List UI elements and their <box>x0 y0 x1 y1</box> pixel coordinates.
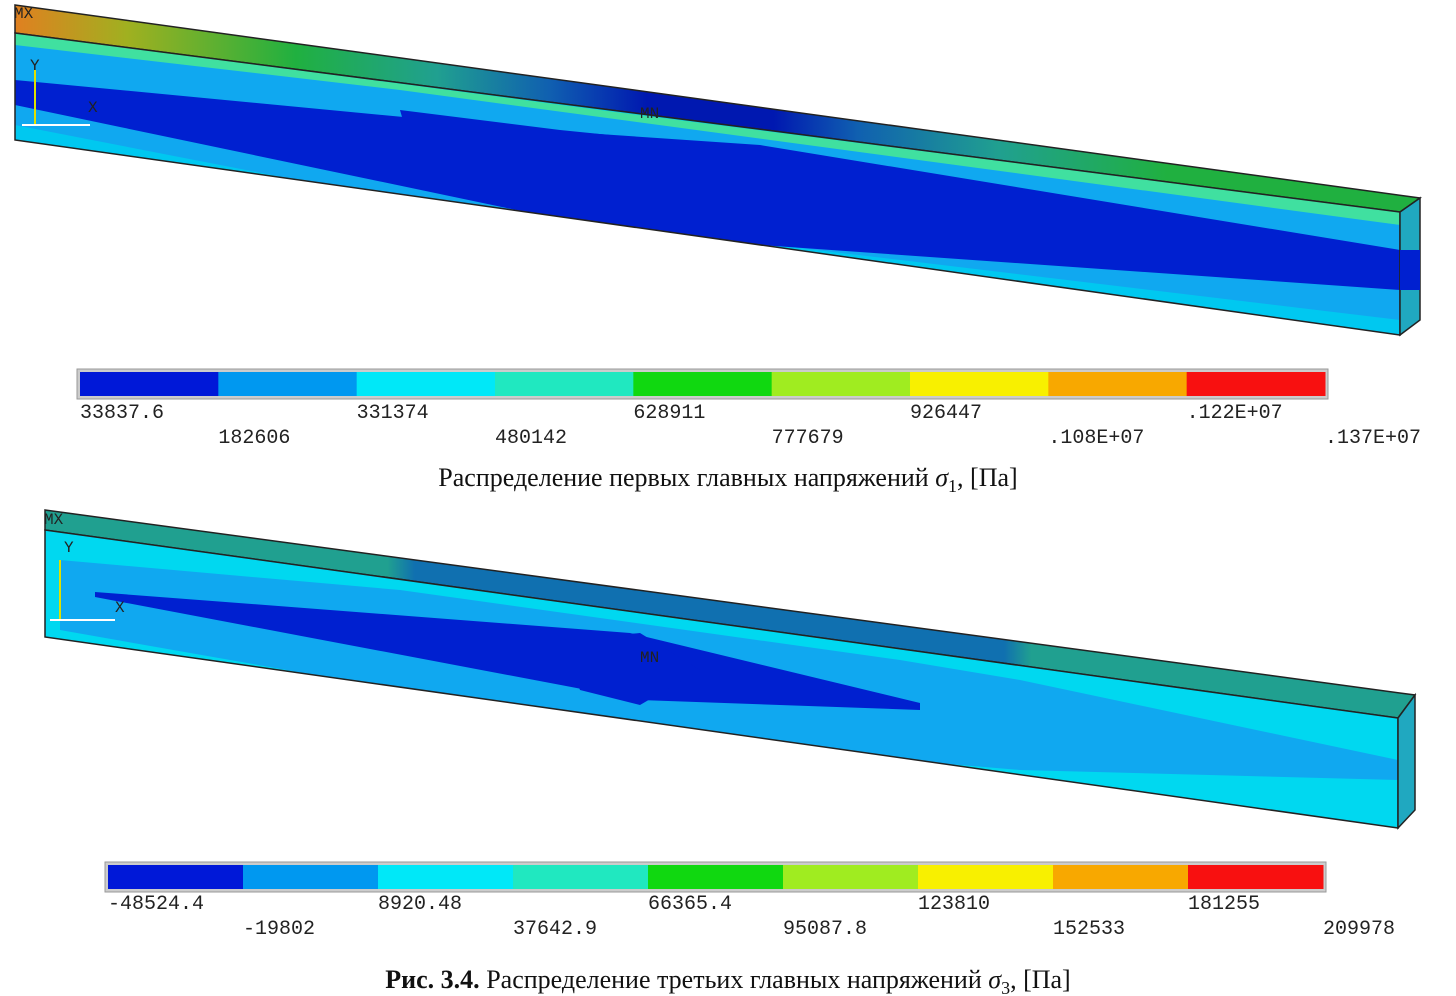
caption-prefix: Рис. 3.4. <box>385 965 479 994</box>
caption-1: Распределение первых главных напряжений … <box>438 463 1017 496</box>
colorbar-swatch <box>243 865 379 889</box>
colorbar-swatch <box>771 372 911 396</box>
colorbar-label: 37642.9 <box>513 918 597 941</box>
colorbar-label: 926447 <box>910 402 982 425</box>
colorbar-swatch <box>633 372 773 396</box>
caption-2: Рис. 3.4. Распределение третьих главных … <box>385 965 1070 996</box>
colorbar-label: -19802 <box>243 918 315 941</box>
colorbar-label: 209978 <box>1323 918 1395 941</box>
colorbar-label: 152533 <box>1053 918 1125 941</box>
colorbar-swatch <box>1188 865 1324 889</box>
caption-suffix: , [Па] <box>957 463 1018 492</box>
colorbar-swatch <box>1053 865 1189 889</box>
colorbar-swatch <box>495 372 634 396</box>
colorbar-label: .108E+07 <box>1048 427 1144 450</box>
max-marker: MX <box>44 511 64 529</box>
colorbar-swatch <box>513 865 649 889</box>
axis-label-x: X <box>88 99 98 117</box>
caption-symbol: σ <box>988 965 1002 994</box>
colorbar-swatch <box>783 865 919 889</box>
min-marker: MN <box>640 105 659 123</box>
colorbar-swatch <box>80 372 219 396</box>
max-marker: MX <box>14 5 34 23</box>
colorbar-label: .122E+07 <box>1187 402 1283 425</box>
caption-symbol: σ <box>935 463 949 492</box>
colorbar-label: 182606 <box>218 427 290 450</box>
colorbar-swatch <box>918 865 1054 889</box>
caption-subscript: 3 <box>1001 978 1010 996</box>
colorbar-label: 628911 <box>633 402 705 425</box>
colorbar-label: 777679 <box>772 427 844 450</box>
caption-text: Распределение первых главных напряжений <box>438 463 935 492</box>
axis-label-x: X <box>115 599 125 617</box>
axis-label-y: Y <box>64 539 74 557</box>
colorbar-label: .137E+07 <box>1325 427 1421 450</box>
colorbar-swatch <box>108 865 244 889</box>
colorbar-label: 181255 <box>1188 893 1260 916</box>
caption-subscript: 1 <box>948 476 957 496</box>
beam-1 <box>14 4 1422 337</box>
colorbar-label: 8920.48 <box>378 893 462 916</box>
colorbar-swatch <box>648 865 784 889</box>
caption-text: Распределение третьих главных напряжений <box>480 965 989 994</box>
colorbar-swatch <box>218 372 358 396</box>
colorbar-label: 66365.4 <box>648 893 732 916</box>
min-marker: MN <box>640 649 659 667</box>
colorbar-swatch <box>378 865 514 889</box>
colorbar-swatch <box>910 372 1049 396</box>
beam-2 <box>44 509 1417 830</box>
colorbar-label: 95087.8 <box>783 918 867 941</box>
colorbar-swatch <box>1048 372 1188 396</box>
colorbar-label: 33837.6 <box>80 402 164 425</box>
colorbar-label: -48524.4 <box>108 893 204 916</box>
colorbar-swatch <box>356 372 496 396</box>
colorbar-label: 480142 <box>495 427 567 450</box>
colorbar-swatch <box>1186 372 1326 396</box>
colorbar-label: 331374 <box>357 402 429 425</box>
axis-label-y: Y <box>30 57 40 75</box>
caption-suffix: , [Па] <box>1010 965 1071 994</box>
colorbar-label: 123810 <box>918 893 990 916</box>
